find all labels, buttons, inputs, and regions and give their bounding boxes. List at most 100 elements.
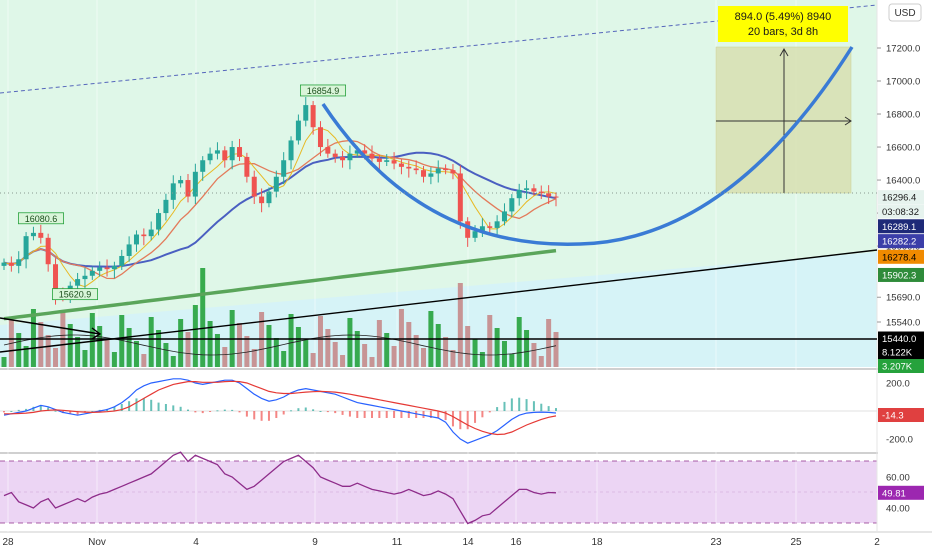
candle-body bbox=[163, 199, 169, 214]
price-tag-text: 16296.4 bbox=[882, 193, 916, 204]
macd-hist-bar bbox=[209, 411, 212, 412]
macd-hist-bar bbox=[525, 399, 528, 411]
candle-labels: 16854.9 16080.6 15620.9 bbox=[17, 84, 346, 301]
macd-hist-bar bbox=[510, 398, 513, 411]
macd-hist-bar bbox=[496, 407, 499, 411]
candle bbox=[192, 163, 198, 204]
volume-bar bbox=[207, 321, 213, 367]
candle bbox=[222, 146, 228, 168]
candle-body bbox=[214, 150, 220, 154]
volume-bar bbox=[163, 343, 169, 367]
candle bbox=[443, 164, 449, 175]
candle-label: 16854.9 bbox=[299, 84, 346, 97]
volume-bar bbox=[126, 328, 132, 367]
volume-bar bbox=[53, 348, 59, 367]
candle-body bbox=[244, 156, 250, 177]
candle-body bbox=[501, 211, 507, 222]
volume-bar bbox=[67, 324, 73, 367]
macd-hist-bar bbox=[503, 401, 506, 411]
candle-body bbox=[133, 234, 139, 245]
measure-info-line2: 20 bars, 3d 8h bbox=[748, 26, 818, 38]
candle bbox=[45, 233, 51, 272]
candle bbox=[89, 266, 95, 280]
measure-arrowhead-up bbox=[779, 47, 789, 57]
black-arrow-line-1[interactable] bbox=[0, 317, 101, 335]
macd-hist-bar bbox=[164, 404, 167, 411]
volume-bar bbox=[38, 322, 44, 367]
candle-body bbox=[553, 196, 559, 198]
candle-body bbox=[281, 160, 287, 177]
candle bbox=[317, 121, 323, 157]
volume-bars bbox=[1, 268, 559, 367]
price-tag-text: 16278.4 bbox=[882, 252, 916, 263]
candle-body bbox=[362, 150, 368, 154]
candle bbox=[244, 152, 250, 183]
candle-body bbox=[516, 189, 522, 199]
candle-label-text: 15620.9 bbox=[59, 290, 92, 300]
macd-hist-bar bbox=[400, 411, 403, 418]
candle-body bbox=[97, 267, 103, 271]
candle bbox=[340, 150, 346, 168]
candle-body bbox=[310, 105, 316, 128]
candle bbox=[259, 188, 265, 213]
candle-body bbox=[413, 168, 419, 171]
time-axis-background[interactable] bbox=[0, 532, 932, 550]
candle-body bbox=[376, 158, 382, 162]
macd-hist-bar bbox=[290, 410, 293, 412]
candle-body bbox=[200, 160, 206, 172]
price-axis-background[interactable] bbox=[878, 0, 932, 532]
candle-body bbox=[141, 234, 147, 237]
ma-blue-line bbox=[3, 151, 557, 268]
macd-hist-bar bbox=[459, 411, 462, 430]
candle-body bbox=[421, 170, 427, 177]
price-tick-label: 16600.0 bbox=[886, 143, 920, 154]
volume-bar bbox=[288, 314, 294, 367]
time-tick-label: Nov bbox=[88, 537, 106, 548]
candle-body bbox=[317, 127, 323, 148]
time-tick-label: 23 bbox=[710, 537, 722, 548]
macd-hist-bar bbox=[444, 411, 447, 421]
macd-hist-bar bbox=[312, 409, 315, 411]
volume-bar bbox=[398, 309, 404, 367]
price-tags: 16296.4 03:08:32 16289.1 16282.2 16278.4 1590… bbox=[878, 190, 924, 500]
volume-bar bbox=[75, 337, 81, 367]
ascending-trendline[interactable] bbox=[0, 249, 878, 353]
macd-hist-bar bbox=[341, 411, 344, 415]
price-tick-label: 15540.0 bbox=[886, 318, 920, 329]
macd-hist-bar bbox=[518, 397, 521, 411]
macd-hist-bar bbox=[32, 406, 35, 411]
macd-hist-bar bbox=[547, 406, 550, 411]
volume-bar bbox=[325, 329, 331, 367]
cup-curve[interactable] bbox=[321, 46, 854, 246]
macd-hist-bar bbox=[326, 411, 329, 413]
currency-label: USD bbox=[894, 8, 915, 19]
macd-histogram bbox=[3, 397, 557, 430]
volume-bar bbox=[362, 344, 368, 367]
volume-bar bbox=[443, 337, 449, 367]
currency-button[interactable] bbox=[888, 3, 922, 22]
macd-hist-bar bbox=[393, 411, 396, 418]
macd-hist-bar bbox=[157, 402, 160, 411]
candle-body bbox=[156, 213, 162, 230]
macd-hist-bar bbox=[253, 411, 256, 420]
candle bbox=[119, 249, 125, 271]
candle-body bbox=[546, 193, 552, 197]
candle bbox=[97, 261, 103, 277]
volume-bar bbox=[479, 352, 485, 367]
measure-info-line1: 894.0 (5.49%) 8940 bbox=[735, 11, 832, 23]
candle-body bbox=[104, 267, 110, 270]
candle bbox=[413, 160, 419, 175]
macd-hist-bar bbox=[451, 411, 454, 427]
candle bbox=[501, 203, 507, 226]
candle bbox=[178, 175, 184, 188]
volume-bar bbox=[332, 342, 338, 367]
price-tag: 15440.0 bbox=[878, 331, 924, 346]
volume-bar bbox=[347, 318, 353, 367]
candle bbox=[450, 164, 456, 180]
macd-hist-bar bbox=[223, 409, 226, 411]
volume-bar bbox=[516, 317, 522, 367]
volume-bar bbox=[266, 325, 272, 367]
volume-bar bbox=[369, 357, 375, 367]
candle bbox=[509, 194, 515, 218]
